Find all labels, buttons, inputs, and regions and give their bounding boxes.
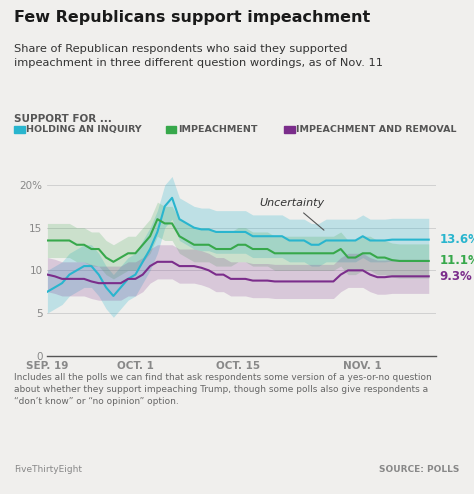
Text: Includes all the polls we can find that ask respondents some version of a yes-or: Includes all the polls we can find that … [14, 373, 432, 406]
Text: 9.3%: 9.3% [440, 270, 473, 283]
Text: FiveThirtyEight: FiveThirtyEight [14, 465, 82, 474]
Text: SUPPORT FOR ...: SUPPORT FOR ... [14, 114, 112, 124]
Text: IMPEACHMENT AND REMOVAL: IMPEACHMENT AND REMOVAL [296, 125, 457, 134]
Text: Share of Republican respondents who said they supported
impeachment in three dif: Share of Republican respondents who said… [14, 44, 383, 68]
Text: Uncertainty: Uncertainty [260, 199, 325, 230]
Text: Few Republicans support impeachment: Few Republicans support impeachment [14, 10, 371, 25]
Text: 13.6%: 13.6% [440, 233, 474, 246]
Text: SOURCE: POLLS: SOURCE: POLLS [379, 465, 460, 474]
Text: HOLDING AN INQUIRY: HOLDING AN INQUIRY [26, 125, 142, 134]
Text: 11.1%: 11.1% [440, 254, 474, 267]
Text: IMPEACHMENT: IMPEACHMENT [178, 125, 257, 134]
